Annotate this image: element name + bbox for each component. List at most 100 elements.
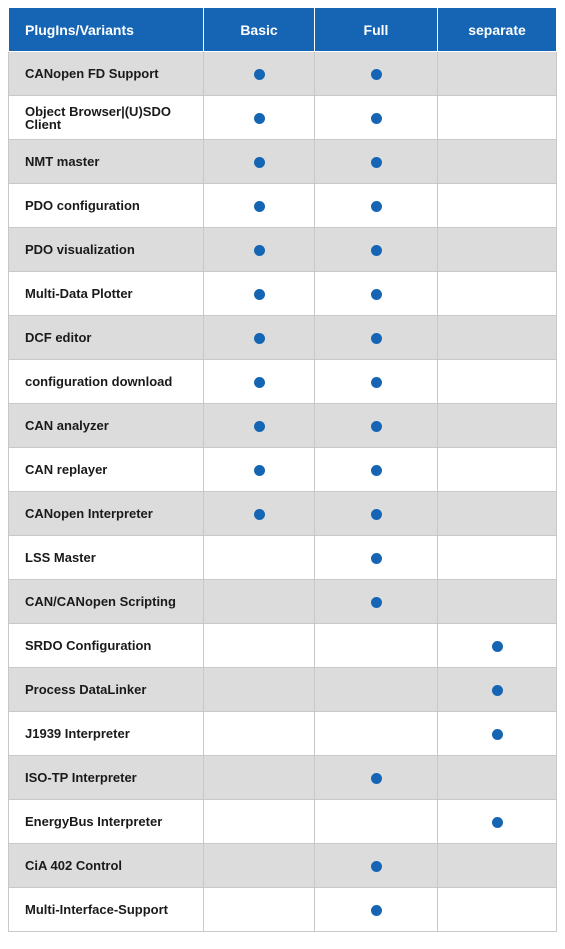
filled-circle-icon — [253, 333, 265, 345]
filled-circle-icon — [370, 113, 382, 125]
plugin-name-cell: J1939 Interpreter — [8, 711, 204, 756]
full-cell — [314, 139, 438, 184]
plugin-name-cell: ISO-TP Interpreter — [8, 755, 204, 800]
full-cell — [314, 227, 438, 272]
table-row: PDO configuration — [8, 183, 557, 228]
plugin-name-cell: LSS Master — [8, 535, 204, 580]
basic-cell — [203, 403, 315, 448]
basic-cell — [203, 51, 315, 96]
filled-circle-icon — [370, 421, 382, 433]
filled-circle-icon — [253, 245, 265, 257]
table-row: CANopen Interpreter — [8, 491, 557, 536]
plugin-name-cell: Multi-Data Plotter — [8, 271, 204, 316]
basic-cell — [203, 315, 315, 360]
table-row: CAN/CANopen Scripting — [8, 579, 557, 624]
full-cell — [314, 579, 438, 624]
table-row: Process DataLinker — [8, 667, 557, 712]
plugin-name-cell: Process DataLinker — [8, 667, 204, 712]
basic-cell — [203, 755, 315, 800]
header-full: Full — [314, 7, 438, 52]
filled-circle-icon — [370, 553, 382, 565]
full-cell — [314, 51, 438, 96]
filled-circle-icon — [253, 157, 265, 169]
full-cell — [314, 359, 438, 404]
separate-cell — [437, 799, 557, 844]
basic-cell — [203, 667, 315, 712]
plugin-name-cell: CANopen FD Support — [8, 51, 204, 96]
plugin-name-cell: SRDO Configuration — [8, 623, 204, 668]
separate-cell — [437, 887, 557, 932]
separate-cell — [437, 139, 557, 184]
table-row: PDO visualization — [8, 227, 557, 272]
filled-circle-icon — [370, 69, 382, 81]
full-cell — [314, 183, 438, 228]
header-separate: separate — [437, 7, 557, 52]
separate-cell — [437, 623, 557, 668]
table-row: Multi-Interface-Support — [8, 887, 557, 932]
full-cell — [314, 491, 438, 536]
variants-table: PlugIns/Variants Basic Full separate CAN… — [8, 7, 557, 932]
table-row: DCF editor — [8, 315, 557, 360]
table-row: CiA 402 Control — [8, 843, 557, 888]
filled-circle-icon — [370, 289, 382, 301]
filled-circle-icon — [253, 377, 265, 389]
table-row: CAN replayer — [8, 447, 557, 492]
table-row: SRDO Configuration — [8, 623, 557, 668]
filled-circle-icon — [253, 201, 265, 213]
basic-cell — [203, 447, 315, 492]
separate-cell — [437, 843, 557, 888]
filled-circle-icon — [491, 729, 503, 741]
filled-circle-icon — [253, 421, 265, 433]
full-cell — [314, 95, 438, 140]
basic-cell — [203, 271, 315, 316]
separate-cell — [437, 403, 557, 448]
full-cell — [314, 887, 438, 932]
filled-circle-icon — [370, 245, 382, 257]
plugin-name-cell: CiA 402 Control — [8, 843, 204, 888]
filled-circle-icon — [370, 333, 382, 345]
separate-cell — [437, 447, 557, 492]
filled-circle-icon — [370, 773, 382, 785]
full-cell — [314, 843, 438, 888]
full-cell — [314, 447, 438, 492]
basic-cell — [203, 579, 315, 624]
filled-circle-icon — [370, 861, 382, 873]
separate-cell — [437, 95, 557, 140]
plugin-name-cell: CAN replayer — [8, 447, 204, 492]
plugin-name-cell: Multi-Interface-Support — [8, 887, 204, 932]
plugin-name-cell: configuration download — [8, 359, 204, 404]
basic-cell — [203, 359, 315, 404]
basic-cell — [203, 623, 315, 668]
basic-cell — [203, 535, 315, 580]
basic-cell — [203, 711, 315, 756]
table-row: Multi-Data Plotter — [8, 271, 557, 316]
full-cell — [314, 667, 438, 712]
table-row: EnergyBus Interpreter — [8, 799, 557, 844]
plugin-name-cell: PDO configuration — [8, 183, 204, 228]
filled-circle-icon — [253, 289, 265, 301]
separate-cell — [437, 535, 557, 580]
table-row: CAN analyzer — [8, 403, 557, 448]
filled-circle-icon — [370, 465, 382, 477]
table-row: configuration download — [8, 359, 557, 404]
table-header-row: PlugIns/Variants Basic Full separate — [8, 7, 557, 52]
filled-circle-icon — [491, 817, 503, 829]
filled-circle-icon — [491, 641, 503, 653]
table-row: NMT master — [8, 139, 557, 184]
separate-cell — [437, 183, 557, 228]
basic-cell — [203, 227, 315, 272]
filled-circle-icon — [491, 685, 503, 697]
full-cell — [314, 271, 438, 316]
separate-cell — [437, 755, 557, 800]
plugin-name-cell: NMT master — [8, 139, 204, 184]
basic-cell — [203, 183, 315, 228]
basic-cell — [203, 491, 315, 536]
separate-cell — [437, 667, 557, 712]
basic-cell — [203, 887, 315, 932]
basic-cell — [203, 799, 315, 844]
plugin-name-cell: PDO visualization — [8, 227, 204, 272]
table-body: CANopen FD Support Object Browser|(U)SDO … — [8, 51, 557, 932]
filled-circle-icon — [370, 509, 382, 521]
filled-circle-icon — [253, 465, 265, 477]
separate-cell — [437, 491, 557, 536]
